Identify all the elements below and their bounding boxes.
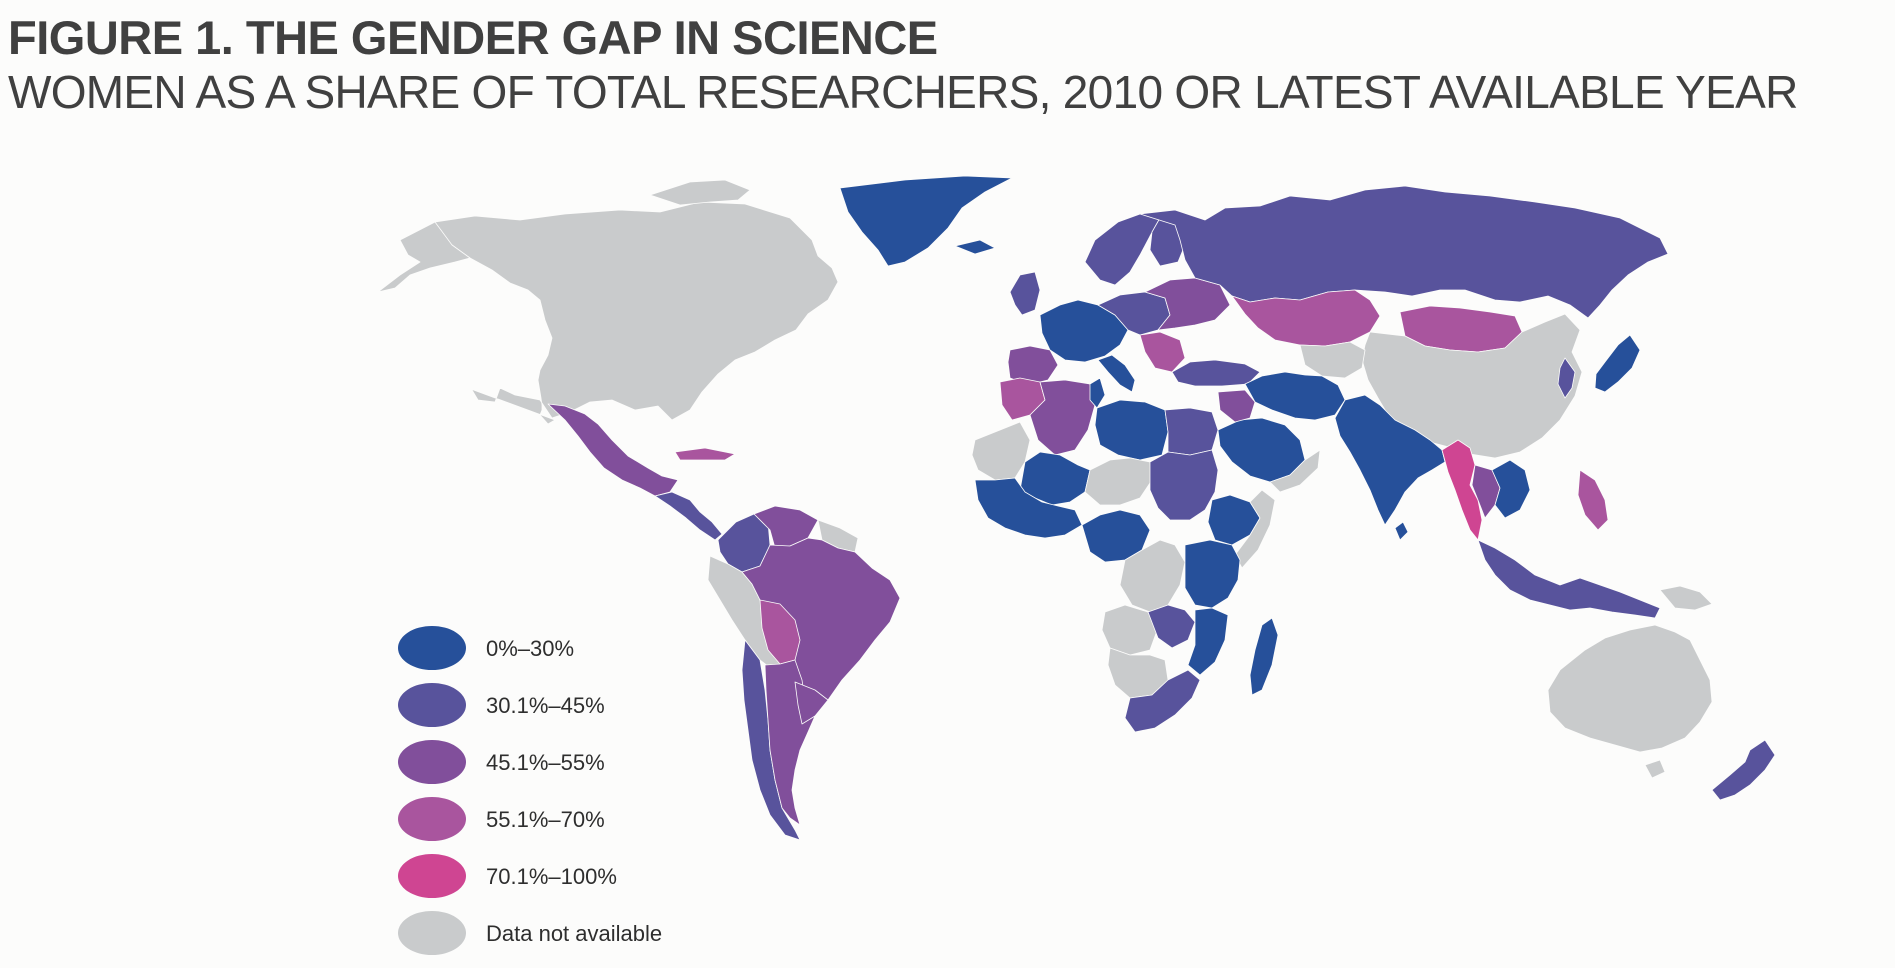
region-yemen-oman — [1269, 449, 1321, 493]
region-saudi-arabia — [1217, 417, 1306, 483]
legend-label: 55.1%–70% — [486, 807, 605, 832]
legend-item: 0%–30% — [398, 626, 818, 683]
region-western-sahara-mauritania — [971, 421, 1031, 481]
region-tasmania — [1644, 759, 1666, 779]
region-balkans — [1139, 331, 1186, 373]
legend-swatch — [398, 626, 466, 670]
region-scandinavia — [1084, 213, 1161, 286]
region-algeria — [1029, 379, 1096, 456]
region-australia — [1547, 624, 1713, 753]
region-south-asia — [1334, 394, 1446, 526]
legend-swatch — [398, 797, 466, 841]
region-new-zealand — [1711, 739, 1776, 801]
region-indochina — [1491, 459, 1531, 519]
region-alaska — [377, 221, 471, 293]
legend-swatch — [398, 854, 466, 898]
legend-label: Data not available — [486, 921, 663, 946]
region-eastern-europe — [1144, 277, 1231, 331]
region-central-africa — [1081, 509, 1151, 563]
region-mozambique — [1187, 607, 1229, 676]
figure-title: FIGURE 1. THE GENDER GAP IN SCIENCE — [8, 11, 938, 64]
region-central-asia — [1299, 341, 1366, 379]
legend-swatch — [398, 683, 466, 727]
region-japan — [1594, 334, 1641, 393]
region-sudan — [1149, 449, 1219, 521]
region-turkey — [1171, 359, 1261, 387]
region-kazakhstan — [1231, 289, 1381, 347]
region-egypt — [1164, 407, 1219, 456]
region-north-america — [434, 201, 839, 425]
map-legend: 0%–30% 30.1%–45% 45.1%–55% 55.1%–70% 70.… — [398, 626, 818, 968]
region-angola — [1101, 604, 1159, 656]
region-iberia — [1007, 345, 1059, 386]
region-central-america — [654, 491, 723, 541]
legend-item: 45.1%–55% — [398, 740, 818, 797]
legend-label: 45.1%–55% — [486, 750, 605, 775]
region-southern-africa — [1124, 669, 1201, 733]
region-caribbean — [674, 447, 736, 461]
legend-label: 0%–30% — [486, 636, 575, 661]
region-iraq-syria — [1217, 389, 1256, 423]
region-sahel-central — [1084, 457, 1153, 506]
region-sri-lanka — [1394, 521, 1409, 541]
region-myanmar — [1441, 439, 1483, 541]
legend-label: 30.1%–45% — [486, 693, 605, 718]
region-libya — [1094, 399, 1169, 461]
region-paraguay-uruguay — [794, 681, 829, 725]
region-mexico — [547, 403, 679, 497]
region-china — [1361, 313, 1583, 459]
region-italy — [1097, 354, 1136, 393]
figure-subtitle: WOMEN AS A SHARE OF TOTAL RESEARCHERS, 2… — [8, 66, 1798, 118]
legend-item: Data not available — [398, 911, 818, 968]
region-papua — [1659, 585, 1713, 611]
region-canadian-arctic-islands — [649, 179, 751, 206]
region-malaysia-indonesia — [1477, 539, 1661, 619]
region-tunisia — [1089, 377, 1106, 409]
region-philippines — [1577, 469, 1609, 531]
region-zambia-region — [1147, 604, 1196, 649]
legend-label: 70.1%–100% — [486, 864, 617, 889]
region-madagascar — [1249, 617, 1279, 696]
region-east-africa — [1184, 539, 1241, 609]
region-uk-ireland — [1009, 271, 1041, 316]
legend-item: 30.1%–45% — [398, 683, 818, 740]
region-iran-middle-east — [1244, 371, 1346, 421]
legend-item: 70.1%–100% — [398, 854, 818, 911]
legend-swatch — [398, 911, 466, 955]
region-greenland — [839, 175, 1013, 267]
region-congo — [1119, 539, 1186, 613]
region-horn-somalia — [1234, 489, 1276, 569]
region-iceland — [954, 239, 996, 255]
legend-swatch — [398, 740, 466, 784]
legend-item: 55.1%–70% — [398, 797, 818, 854]
region-korea — [1557, 357, 1576, 399]
